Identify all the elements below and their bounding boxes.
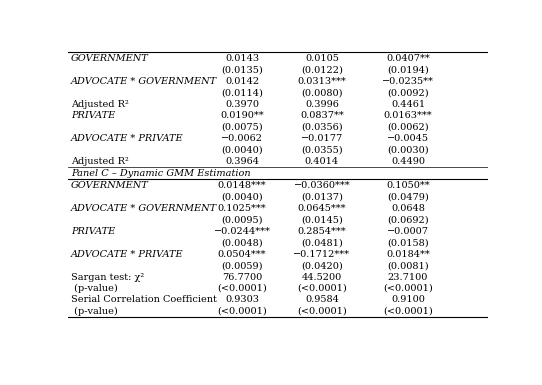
Text: GOVERNMENT: GOVERNMENT — [71, 181, 149, 190]
Text: GOVERNMENT: GOVERNMENT — [71, 54, 149, 63]
Text: (0.0122): (0.0122) — [301, 65, 343, 74]
Text: ADVOCATE * PRIVATE: ADVOCATE * PRIVATE — [71, 250, 184, 259]
Text: (<0.0001): (<0.0001) — [383, 307, 433, 316]
Text: (0.0062): (0.0062) — [387, 122, 429, 131]
Text: Serial Correlation Coefficient: Serial Correlation Coefficient — [71, 295, 217, 305]
Text: 0.3996: 0.3996 — [305, 100, 339, 109]
Text: 0.9303: 0.9303 — [225, 295, 259, 305]
Text: −0.0360***: −0.0360*** — [294, 181, 350, 190]
Text: (0.0040): (0.0040) — [221, 145, 263, 154]
Text: 0.0163***: 0.0163*** — [384, 111, 433, 120]
Text: 0.2854***: 0.2854*** — [298, 227, 346, 236]
Text: Panel C – Dynamic GMM Estimation: Panel C – Dynamic GMM Estimation — [71, 169, 251, 177]
Text: 0.3964: 0.3964 — [225, 157, 259, 166]
Text: 76.7700: 76.7700 — [222, 273, 262, 281]
Text: (0.0137): (0.0137) — [301, 192, 343, 202]
Text: (0.0194): (0.0194) — [387, 65, 429, 74]
Text: 0.0837**: 0.0837** — [300, 111, 344, 120]
Text: (0.0030): (0.0030) — [387, 145, 429, 154]
Text: (<0.0001): (<0.0001) — [297, 307, 347, 316]
Text: 0.0648: 0.0648 — [391, 204, 425, 213]
Text: (0.0081): (0.0081) — [387, 261, 429, 270]
Text: (0.0479): (0.0479) — [387, 192, 429, 202]
Text: −0.0062: −0.0062 — [221, 134, 263, 143]
Text: (0.0075): (0.0075) — [221, 122, 263, 131]
Text: −0.0244***: −0.0244*** — [214, 227, 270, 236]
Text: 0.0190**: 0.0190** — [220, 111, 264, 120]
Text: (<0.0001): (<0.0001) — [217, 284, 267, 293]
Text: 0.0504***: 0.0504*** — [218, 250, 266, 259]
Text: (0.0092): (0.0092) — [387, 88, 429, 97]
Text: 0.4014: 0.4014 — [305, 157, 339, 166]
Text: PRIVATE: PRIVATE — [71, 111, 115, 120]
Text: (p-value): (p-value) — [71, 307, 118, 316]
Text: ADVOCATE * PRIVATE: ADVOCATE * PRIVATE — [71, 134, 184, 143]
Text: (0.0059): (0.0059) — [221, 261, 263, 270]
Text: ADVOCATE * GOVERNMENT: ADVOCATE * GOVERNMENT — [71, 204, 217, 213]
Text: 0.9584: 0.9584 — [305, 295, 339, 305]
Text: 0.0313***: 0.0313*** — [298, 77, 346, 86]
Text: Adjusted R²: Adjusted R² — [71, 100, 129, 109]
Text: 44.5200: 44.5200 — [302, 273, 342, 281]
Text: 0.3970: 0.3970 — [225, 100, 259, 109]
Text: (0.0135): (0.0135) — [221, 65, 263, 74]
Text: (0.0040): (0.0040) — [221, 192, 263, 202]
Text: (0.0481): (0.0481) — [301, 238, 343, 247]
Text: (0.0692): (0.0692) — [387, 216, 429, 224]
Text: PRIVATE: PRIVATE — [71, 227, 115, 236]
Text: (0.0355): (0.0355) — [301, 145, 343, 154]
Text: 0.0142: 0.0142 — [225, 77, 259, 86]
Text: −0.0045: −0.0045 — [387, 134, 429, 143]
Text: (0.0048): (0.0048) — [221, 238, 263, 247]
Text: Adjusted R²: Adjusted R² — [71, 157, 129, 166]
Text: −0.0007: −0.0007 — [387, 227, 429, 236]
Text: 0.0645***: 0.0645*** — [298, 204, 346, 213]
Text: 0.1025***: 0.1025*** — [218, 204, 266, 213]
Text: (<0.0001): (<0.0001) — [383, 284, 433, 293]
Text: (0.0080): (0.0080) — [301, 88, 343, 97]
Text: ADVOCATE * GOVERNMENT: ADVOCATE * GOVERNMENT — [71, 77, 217, 86]
Text: (p-value): (p-value) — [71, 284, 118, 293]
Text: 0.4490: 0.4490 — [391, 157, 425, 166]
Text: (0.0420): (0.0420) — [301, 261, 343, 270]
Text: Sargan test: χ²: Sargan test: χ² — [71, 273, 144, 281]
Text: 0.9100: 0.9100 — [391, 295, 425, 305]
Text: 0.0105: 0.0105 — [305, 54, 339, 63]
Text: (0.0095): (0.0095) — [221, 216, 263, 224]
Text: (0.0114): (0.0114) — [221, 88, 263, 97]
Text: (<0.0001): (<0.0001) — [217, 307, 267, 316]
Text: −0.1712***: −0.1712*** — [293, 250, 350, 259]
Text: (0.0158): (0.0158) — [387, 238, 429, 247]
Text: (0.0356): (0.0356) — [301, 122, 343, 131]
Text: −0.0235**: −0.0235** — [382, 77, 434, 86]
Text: (<0.0001): (<0.0001) — [297, 284, 347, 293]
Text: −0.0177: −0.0177 — [301, 134, 343, 143]
Text: 0.0148***: 0.0148*** — [218, 181, 266, 190]
Text: 0.4461: 0.4461 — [391, 100, 425, 109]
Text: 0.0143: 0.0143 — [225, 54, 259, 63]
Text: 23.7100: 23.7100 — [388, 273, 428, 281]
Text: 0.1050**: 0.1050** — [386, 181, 430, 190]
Text: 0.0184**: 0.0184** — [386, 250, 430, 259]
Text: (0.0145): (0.0145) — [301, 216, 343, 224]
Text: 0.0407**: 0.0407** — [386, 54, 430, 63]
